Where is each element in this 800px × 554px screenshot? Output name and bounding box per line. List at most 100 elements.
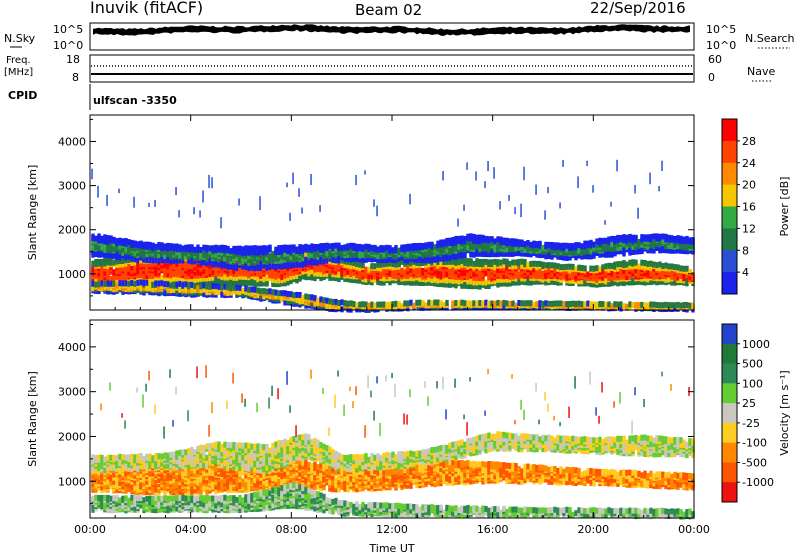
data-cell xyxy=(685,235,689,242)
data-cell xyxy=(289,291,293,298)
noise-right-tick-top: 10^5 xyxy=(706,23,736,36)
data-cell xyxy=(682,236,686,243)
data-cell xyxy=(229,273,233,280)
scatter-cell xyxy=(289,212,291,221)
data-cell xyxy=(382,279,386,286)
data-cell xyxy=(592,241,596,248)
data-cell xyxy=(619,305,623,312)
data-cell xyxy=(346,300,350,307)
data-cell xyxy=(127,497,131,504)
data-cell xyxy=(175,288,179,295)
data-cell xyxy=(472,300,476,307)
data-cell xyxy=(331,298,335,305)
scatter-cell xyxy=(409,193,411,205)
data-cell xyxy=(271,263,275,270)
data-cell xyxy=(97,495,101,501)
data-cell xyxy=(292,244,296,251)
data-cell xyxy=(289,298,293,305)
data-cell xyxy=(688,269,692,275)
data-cell xyxy=(226,261,230,268)
data-cell xyxy=(112,464,116,471)
data-cell xyxy=(475,238,479,245)
data-cell xyxy=(220,259,224,266)
data-cell xyxy=(457,271,461,278)
data-cell xyxy=(391,261,395,267)
data-cell xyxy=(241,287,245,294)
freq-panel-frame xyxy=(89,54,695,83)
data-cell xyxy=(328,298,332,305)
data-cell xyxy=(685,265,689,272)
scatter-cell xyxy=(124,420,126,429)
data-cell xyxy=(196,244,200,251)
data-cell xyxy=(193,246,197,253)
data-cell xyxy=(334,264,338,271)
data-cell xyxy=(349,242,353,249)
data-cell xyxy=(244,245,248,252)
data-cell xyxy=(628,301,632,308)
data-cell xyxy=(148,283,152,290)
scatter-cell xyxy=(661,160,663,172)
scatter-cell xyxy=(463,204,465,211)
data-cell xyxy=(655,302,659,308)
data-cell xyxy=(445,252,449,259)
data-cell xyxy=(631,259,635,266)
data-cell xyxy=(352,242,356,249)
data-cell xyxy=(574,266,578,272)
data-cell xyxy=(124,454,128,461)
data-cell xyxy=(217,275,221,282)
data-cell xyxy=(463,257,467,264)
data-cell xyxy=(112,259,116,266)
data-cell xyxy=(397,277,401,284)
data-cell xyxy=(322,250,326,257)
data-cell xyxy=(190,262,194,269)
data-cell xyxy=(601,264,605,271)
data-cell xyxy=(556,300,560,307)
data-cell xyxy=(124,495,128,502)
data-cell xyxy=(589,301,593,308)
data-cell xyxy=(586,280,590,287)
data-cell xyxy=(409,299,413,306)
data-cell xyxy=(562,269,566,276)
scatter-cell xyxy=(364,170,366,175)
data-cell xyxy=(145,279,149,286)
data-cell xyxy=(388,245,392,252)
data-cell xyxy=(97,281,101,288)
data-cell xyxy=(421,249,425,256)
data-cell xyxy=(475,268,479,275)
data-cell xyxy=(664,269,668,276)
data-cell xyxy=(508,301,512,307)
data-cell xyxy=(415,277,419,284)
data-cell xyxy=(208,256,212,263)
data-cell xyxy=(607,301,611,308)
data-cell xyxy=(421,300,425,307)
data-cell xyxy=(418,265,422,272)
data-cell xyxy=(91,495,95,502)
data-cell xyxy=(688,237,692,244)
data-cell xyxy=(208,271,212,277)
data-cell xyxy=(445,237,449,244)
data-cell xyxy=(310,272,314,278)
data-cell xyxy=(478,242,482,249)
freq-unit-label: [MHz] xyxy=(4,67,33,78)
data-cell xyxy=(442,252,446,259)
data-cell xyxy=(448,267,452,274)
data-cell xyxy=(502,276,506,283)
data-cell xyxy=(220,244,224,251)
data-cell xyxy=(373,244,377,251)
data-cell xyxy=(250,249,254,256)
data-cell xyxy=(571,250,575,257)
data-cell xyxy=(646,260,650,267)
data-cell xyxy=(157,275,161,282)
freq-left-tick-bottom: 8 xyxy=(72,71,79,84)
data-cell xyxy=(604,263,608,270)
data-cell xyxy=(178,267,182,274)
data-cell xyxy=(364,250,368,257)
data-cell xyxy=(475,300,479,307)
data-cell xyxy=(154,243,158,250)
scatter-cell xyxy=(292,172,294,185)
data-cell xyxy=(661,302,665,309)
data-cell xyxy=(616,301,620,308)
data-cell xyxy=(409,260,413,267)
data-cell xyxy=(646,267,650,274)
data-cell xyxy=(478,234,482,241)
